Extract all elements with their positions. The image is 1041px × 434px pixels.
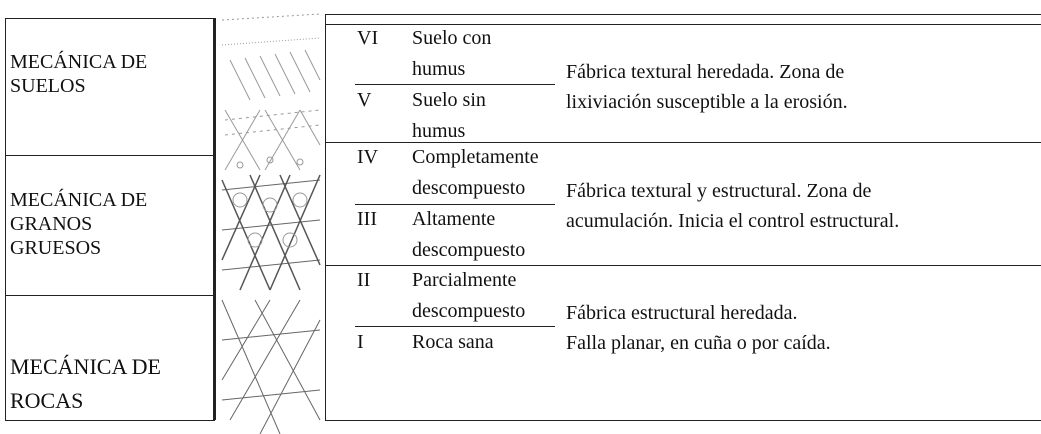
rule [5,18,6,420]
zone-description: Fábrica textural y estructural. Zona de [566,180,872,202]
zone-description: lixiviación susceptible a la erosión. [566,91,848,113]
panel-label: GRANOS [10,213,93,235]
grade-name: Roca sana [412,331,494,353]
grade-name: descompuesto [412,177,526,199]
grade-numeral: II [357,269,371,291]
panel-label: MECÁNICA DE [10,51,148,73]
grade-numeral: V [357,89,372,111]
grade-name: descompuesto [412,300,526,322]
panel-label: MECÁNICA DE [10,189,148,211]
panel-label: MECÁNICA DE [10,354,161,379]
zone-description: acumulación. Inicia el control estructur… [566,210,900,232]
grade-name: Suelo con [412,27,492,49]
grade-name: humus [412,58,466,80]
grade-name: descompuesto [412,239,526,261]
zone-description: Fábrica estructural heredada. [566,302,798,324]
grade-name: Completamente [412,146,539,168]
panel-label: SUELOS [10,75,86,97]
grade-name: Suelo sin [412,89,486,111]
rule [355,84,555,85]
grade-numeral: IV [357,146,379,168]
rule [325,142,1041,143]
zone-description: Fábrica textural heredada. Zona de [566,61,845,83]
grade-numeral: I [357,331,364,353]
grade-name: humus [412,120,466,142]
rule [5,155,215,156]
grade-numeral: III [357,208,377,230]
rule [5,18,215,19]
rule [325,420,1041,421]
rule [355,326,555,327]
panel-label: ROCAS [10,388,84,413]
zone-description: Falla planar, en cuña o por caída. [566,332,831,354]
panel-label: GRUESOS [10,237,102,259]
rule [5,295,215,296]
rule [5,420,215,421]
rule [325,265,1041,266]
rule [355,204,555,205]
grade-name: Altamente [412,208,496,230]
grade-numeral: VI [357,27,379,49]
rule [325,14,1041,15]
rule [213,18,216,420]
rule [325,14,326,420]
grade-name: Parcialmente [412,269,517,291]
rule [325,24,1041,25]
